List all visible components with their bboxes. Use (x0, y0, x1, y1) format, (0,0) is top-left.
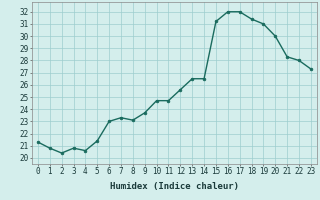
X-axis label: Humidex (Indice chaleur): Humidex (Indice chaleur) (110, 182, 239, 191)
